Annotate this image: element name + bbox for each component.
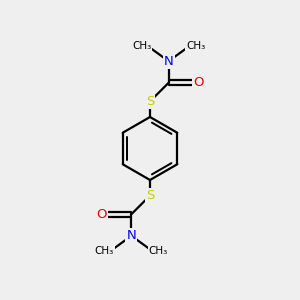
Text: N: N	[164, 55, 173, 68]
Text: N: N	[127, 229, 136, 242]
Text: CH₃: CH₃	[149, 246, 168, 256]
Text: O: O	[96, 208, 107, 221]
Text: CH₃: CH₃	[186, 41, 205, 51]
Text: CH₃: CH₃	[95, 246, 114, 256]
Text: CH₃: CH₃	[132, 41, 151, 51]
Text: O: O	[194, 76, 204, 89]
Text: S: S	[146, 189, 154, 202]
Text: S: S	[146, 95, 154, 108]
